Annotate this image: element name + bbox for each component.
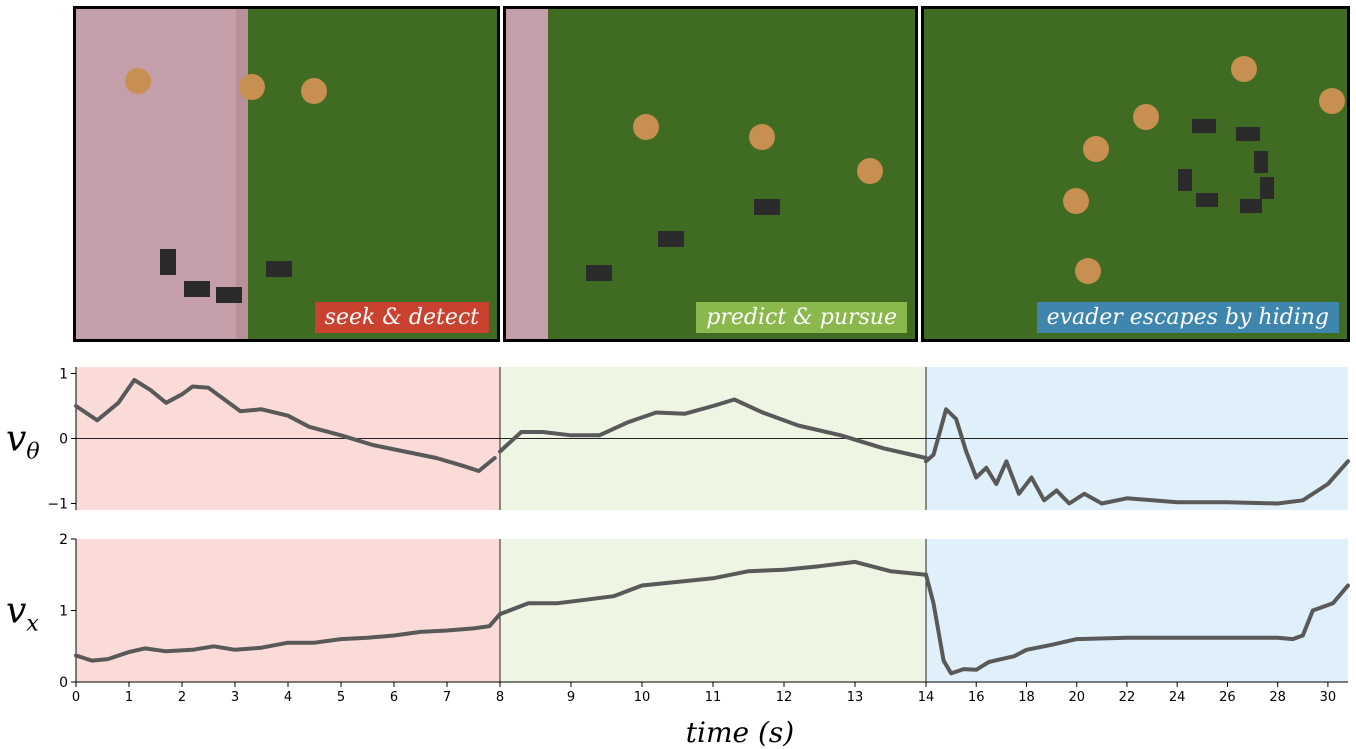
person-marker: [125, 68, 151, 94]
person-marker: [749, 124, 775, 150]
y-tick-label: −1: [47, 497, 68, 513]
person-marker: [1319, 88, 1345, 114]
phase-label-predict-pursue: predict & pursue: [696, 302, 907, 333]
x-tick-label: 0: [72, 690, 80, 705]
x-tick-label: 9: [567, 690, 575, 705]
robot-marker: [1236, 127, 1260, 141]
person-marker: [1083, 136, 1109, 162]
grass-area: [924, 9, 1347, 339]
robot-marker: [1254, 151, 1268, 173]
robot-marker: [216, 287, 242, 303]
x-tick-label: 28: [1269, 690, 1286, 705]
x-tick-label: 26: [1219, 690, 1236, 705]
person-marker: [1075, 258, 1101, 284]
pavement-area: [506, 9, 548, 339]
aerial-photo-evader-escapes: [924, 9, 1347, 339]
person-marker: [1133, 104, 1159, 130]
robot-marker: [1178, 169, 1192, 191]
robot-marker: [658, 231, 684, 247]
x-tick-label: 4: [284, 690, 292, 705]
x-tick-label: 7: [443, 690, 451, 705]
photo-panel-seek-detect: seek & detect: [73, 6, 500, 342]
phase-background: [926, 539, 1348, 682]
x-tick-label: 2: [178, 690, 186, 705]
series-line: [74, 378, 497, 473]
robot-marker: [1260, 177, 1274, 199]
x-tick-label: 10: [634, 690, 651, 705]
robot-marker: [160, 249, 176, 275]
person-marker: [1231, 56, 1257, 82]
y-tick-label: 0: [59, 432, 68, 448]
series-line: [74, 612, 502, 663]
phase-background: [500, 539, 926, 682]
robot-marker: [1240, 199, 1262, 213]
x-tick-label: 13: [847, 690, 864, 705]
y-tick-label: 0: [59, 675, 68, 691]
x-tick-label: 8: [496, 690, 504, 705]
photo-panel-evader-escapes: evader escapes by hiding: [921, 6, 1350, 342]
person-marker: [857, 158, 883, 184]
robot-marker: [586, 265, 612, 281]
x-tick-label: 20: [1068, 690, 1085, 705]
aerial-photo-predict-pursue: [506, 9, 915, 339]
x-tick-label: 30: [1320, 690, 1337, 705]
x-tick-label: 1: [125, 690, 133, 705]
series-line: [924, 572, 1350, 676]
y-axis-label: vx: [6, 591, 39, 637]
person-marker: [301, 78, 327, 104]
x-tick-label: 3: [231, 690, 239, 705]
person-marker: [1063, 188, 1089, 214]
phase-label-evader-escapes: evader escapes by hiding: [1036, 302, 1339, 333]
grass-area: [506, 9, 915, 339]
x-tick-label: 16: [968, 690, 985, 705]
y-tick-label: 1: [59, 604, 68, 620]
series-line: [498, 559, 928, 617]
robot-marker: [1192, 119, 1216, 133]
series-line: [924, 407, 1350, 506]
series-line: [498, 397, 928, 460]
y-axis-label: vθ: [6, 419, 40, 465]
y-tick-label: 2: [59, 532, 68, 548]
x-tick-label: 12: [776, 690, 793, 705]
person-marker: [633, 114, 659, 140]
phase-background: [76, 539, 500, 682]
aerial-photo-seek-detect: [76, 9, 497, 339]
robot-marker: [1196, 193, 1218, 207]
photo-panel-predict-pursue: predict & pursue: [503, 6, 918, 342]
robot-marker: [754, 199, 780, 215]
x-axis-label: time (s): [686, 716, 794, 749]
x-tick-label: 24: [1169, 690, 1186, 705]
person-marker: [239, 74, 265, 100]
x-tick-label: 14: [918, 690, 935, 705]
pavement-area: [76, 9, 246, 339]
robot-marker: [266, 261, 292, 277]
y-tick-label: 1: [59, 367, 68, 383]
x-tick-label: 22: [1119, 690, 1136, 705]
x-tick-label: 5: [337, 690, 345, 705]
x-tick-label: 6: [390, 690, 398, 705]
x-tick-label: 11: [705, 690, 722, 705]
phase-label-seek-detect: seek & detect: [314, 302, 489, 333]
robot-marker: [184, 281, 210, 297]
x-tick-label: 18: [1018, 690, 1035, 705]
